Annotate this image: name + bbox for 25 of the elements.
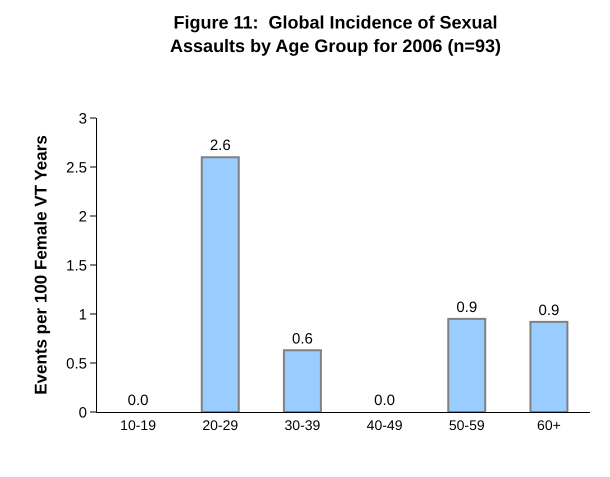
bar (529, 320, 568, 412)
x-tick-label: 20-29 (202, 416, 238, 433)
y-tick-label: 2 (78, 208, 87, 226)
data-label: 2.6 (210, 137, 231, 154)
data-label: 0.0 (374, 392, 396, 409)
x-tick-label: 30-39 (284, 416, 321, 433)
y-tick-label: 0.5 (66, 355, 87, 372)
bar (200, 156, 240, 412)
x-tick-label: 10-19 (120, 416, 156, 433)
y-tick-label: 1 (78, 306, 87, 324)
x-tick-label: 60+ (537, 416, 561, 433)
y-tick-label: 2.5 (66, 159, 87, 176)
bar (447, 318, 486, 412)
x-tick-label: 50-59 (448, 416, 485, 433)
data-label: 0.9 (456, 298, 478, 316)
chart-title: Figure 11: Global Incidence of Sexual Assaults by Age Group for 2006 (n=93) (170, 12, 501, 56)
y-tick-label: 3 (78, 110, 87, 128)
data-label: 0.9 (538, 302, 560, 319)
y-tick-label: 1.5 (66, 257, 87, 274)
y-axis-title: Events per 100 Female VT Years (32, 135, 51, 395)
x-tick-label: 40-49 (366, 416, 403, 433)
bar (282, 349, 322, 412)
data-label: 0.6 (292, 330, 313, 348)
data-label: 0.0 (128, 392, 149, 409)
y-tick-label: 0 (78, 404, 87, 422)
